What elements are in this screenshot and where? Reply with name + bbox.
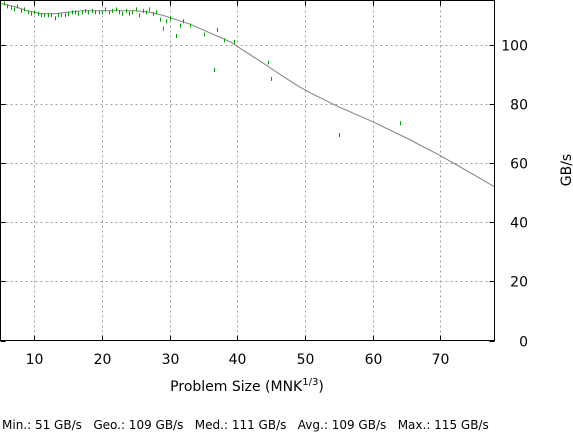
x-tick-label: 30 <box>162 352 180 368</box>
grid <box>0 0 495 341</box>
x-axis-label-close: ) <box>318 379 323 395</box>
stats-summary: Min.: 51 GB/s Geo.: 109 GB/s Med.: 111 G… <box>2 418 489 432</box>
x-tick-label: 60 <box>365 352 383 368</box>
y-tick-label: 40 <box>510 216 528 232</box>
x-axis-ticks: 10 20 30 40 50 60 70 <box>26 0 450 368</box>
x-tick-label: 50 <box>297 352 315 368</box>
x-axis-label: Problem Size (MNK1/3) <box>170 377 324 395</box>
y-axis-ticks: 0 20 40 60 80 100 <box>0 39 528 351</box>
y-tick-label: 20 <box>510 275 528 291</box>
fit-line <box>0 3 495 188</box>
measurement-points-series <box>4 1 401 138</box>
y-tick-label: 100 <box>501 39 528 55</box>
fit-line-series <box>0 3 495 188</box>
chart: 10 20 30 40 50 60 70 0 20 40 60 80 100 Problem Size… <box>0 0 573 395</box>
y-tick-label: 0 <box>519 335 528 351</box>
x-axis-label-main: Problem Size (MNK <box>170 379 303 395</box>
plot-frame <box>0 0 495 341</box>
x-tick-label: 20 <box>94 352 112 368</box>
x-tick-label: 10 <box>26 352 44 368</box>
y-tick-label: 80 <box>510 98 528 114</box>
y-tick-label: 60 <box>510 157 528 173</box>
x-tick-label: 40 <box>229 352 247 368</box>
y-axis-label: GB/s <box>559 154 573 186</box>
x-tick-label: 70 <box>432 352 450 368</box>
x-axis-label-sup: 1/3 <box>302 377 318 388</box>
